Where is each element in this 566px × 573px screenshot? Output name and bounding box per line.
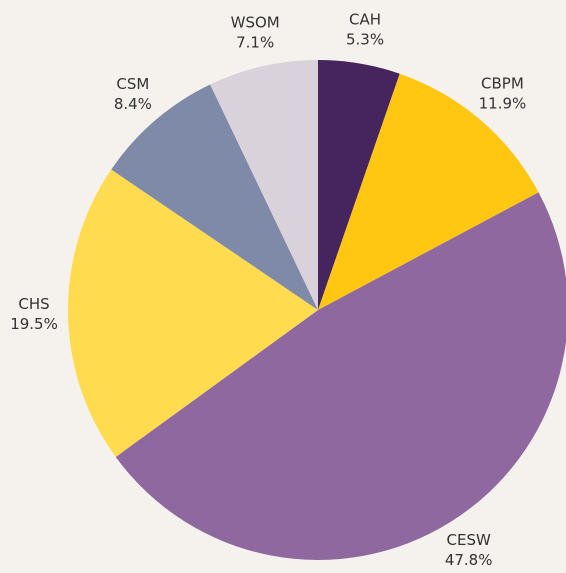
slice-value: 19.5% <box>10 315 58 333</box>
slice-value: 8.4% <box>114 95 152 113</box>
pie-slice <box>115 192 566 560</box>
slice-value: 7.1% <box>236 34 274 52</box>
slice-label: CHS <box>18 295 49 313</box>
pie-slice <box>111 84 318 310</box>
slice-label: CAH <box>349 10 381 28</box>
slice-value: 11.9% <box>479 95 527 113</box>
slice-label: WSOM <box>231 14 280 32</box>
pie-slice <box>210 60 318 310</box>
pie-slice <box>68 169 318 457</box>
slice-value: 47.8% <box>445 551 493 569</box>
slice-label: CESW <box>447 531 491 549</box>
slice-value: 5.3% <box>346 30 384 48</box>
pie-slice <box>318 73 539 311</box>
slice-label: CBPM <box>481 75 524 93</box>
pie-slice <box>318 60 400 310</box>
slice-label: CSM <box>116 75 149 93</box>
